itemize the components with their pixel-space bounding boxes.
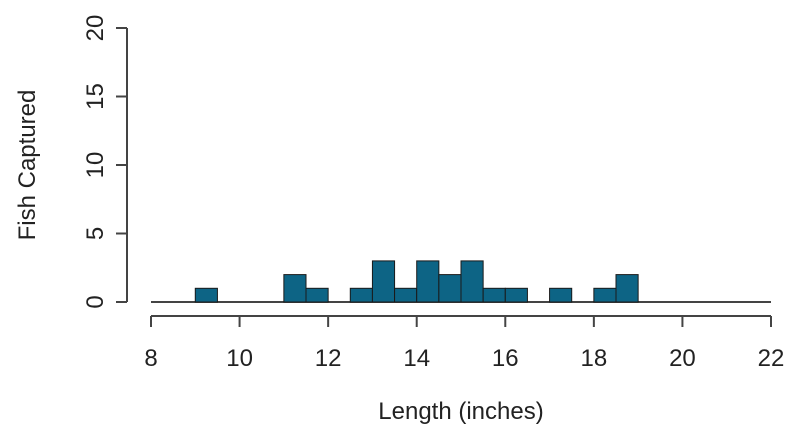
histogram-bar [305, 287, 329, 303]
histogram-bar [371, 260, 396, 303]
y-axis-title: Fish Captured [14, 90, 41, 241]
x-tick-label: 8 [144, 345, 157, 372]
histogram-bar [394, 287, 418, 303]
histogram-bar [283, 274, 307, 303]
y-tick-label: 5 [82, 227, 109, 240]
y-tick-label: 20 [82, 15, 109, 42]
x-tick-label: 14 [403, 345, 430, 372]
y-tick-label: 15 [82, 83, 109, 110]
histogram-bar [194, 287, 218, 303]
histogram-bar [438, 274, 462, 303]
histogram-bar [460, 260, 484, 303]
histogram-bar [615, 274, 639, 303]
x-tick-label: 16 [492, 345, 519, 372]
histogram-bar [482, 287, 506, 303]
x-tick-label: 12 [315, 345, 342, 372]
x-axis-ticks: 8 10 12 14 16 18 20 22 [144, 316, 784, 372]
histogram-bar [416, 260, 440, 303]
histogram-bar [593, 287, 617, 303]
x-tick-label: 20 [669, 345, 696, 372]
histogram-bar [549, 287, 573, 303]
x-tick-label: 10 [226, 345, 253, 372]
bars-group [194, 260, 639, 303]
histogram-bar [504, 287, 528, 303]
y-tick-label: 0 [82, 295, 109, 308]
x-tick-label: 18 [581, 345, 608, 372]
x-axis-title: Length (inches) [378, 398, 543, 425]
histogram-bar [349, 287, 373, 303]
x-tick-label: 22 [758, 345, 785, 372]
y-tick-label: 10 [82, 152, 109, 179]
y-axis-ticks: 0 5 10 15 20 [82, 15, 127, 309]
